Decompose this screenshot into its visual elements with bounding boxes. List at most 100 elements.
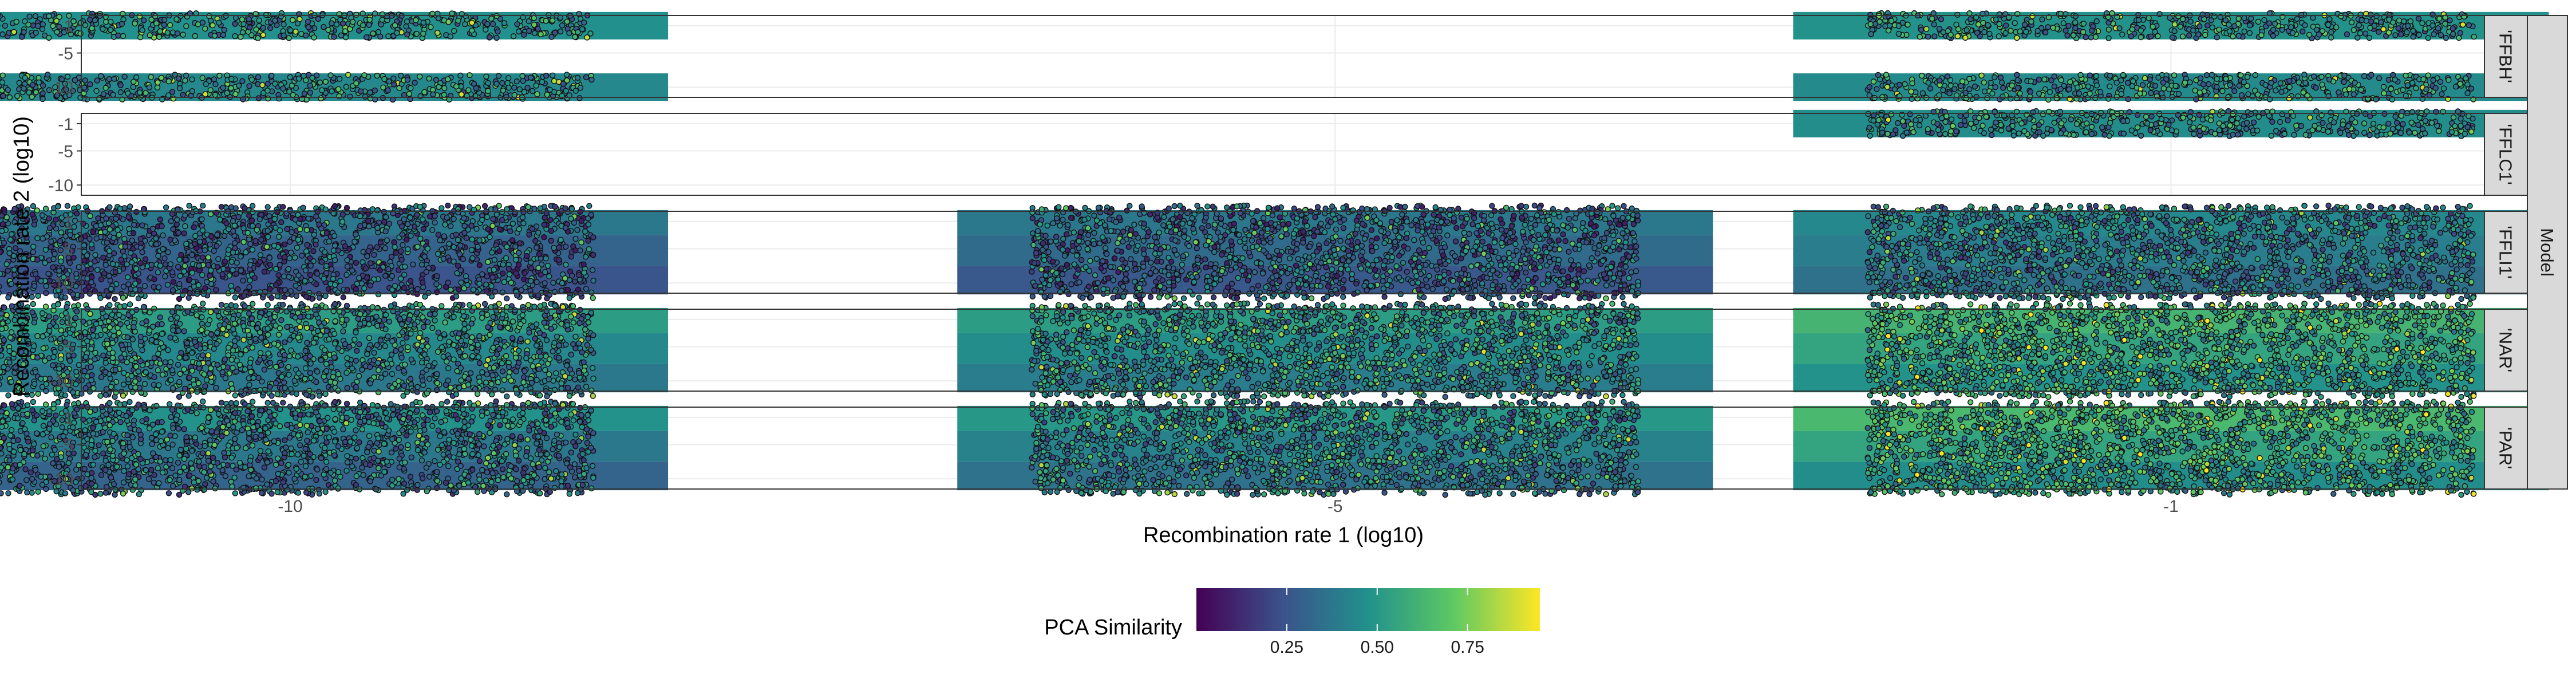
data-point xyxy=(490,223,495,228)
data-point xyxy=(1909,89,1914,94)
data-point xyxy=(452,29,457,34)
data-point xyxy=(78,31,83,36)
facet-panel: 'FFLC1' xyxy=(81,109,2549,195)
data-point xyxy=(303,33,309,38)
data-point xyxy=(513,257,519,262)
data-point xyxy=(2344,31,2349,37)
data-point xyxy=(2088,35,2093,40)
data-point xyxy=(500,290,505,295)
data-point xyxy=(2438,79,2443,84)
data-point xyxy=(250,77,255,82)
data-point xyxy=(197,239,203,245)
data-point xyxy=(2409,120,2414,125)
data-point xyxy=(314,73,319,78)
data-point xyxy=(2400,121,2405,127)
data-point xyxy=(1626,275,1631,281)
data-point xyxy=(2153,83,2158,88)
data-point xyxy=(43,247,48,253)
data-point xyxy=(559,288,564,293)
data-point xyxy=(420,262,425,267)
data-point xyxy=(2065,33,2070,38)
data-point xyxy=(171,279,176,285)
data-point xyxy=(2411,29,2416,34)
data-point xyxy=(156,285,161,290)
data-point xyxy=(366,218,371,223)
data-point xyxy=(2078,72,2083,77)
data-point xyxy=(447,241,452,246)
data-point xyxy=(240,78,245,84)
data-point xyxy=(393,250,398,255)
data-point xyxy=(2172,22,2178,27)
data-point xyxy=(372,88,377,93)
data-point xyxy=(512,210,517,215)
data-point xyxy=(33,30,38,36)
data-point xyxy=(442,85,447,90)
data-point xyxy=(461,286,467,291)
data-point xyxy=(282,287,287,293)
data-point xyxy=(2238,73,2243,78)
data-point xyxy=(2210,72,2215,77)
data-point xyxy=(500,218,505,223)
data-point xyxy=(1981,80,1986,85)
data-point xyxy=(240,278,246,283)
data-point xyxy=(35,257,40,262)
data-point xyxy=(2242,114,2247,119)
data-point xyxy=(578,16,583,21)
data-point xyxy=(1604,283,1609,288)
data-point xyxy=(0,32,5,37)
data-point xyxy=(2263,82,2268,88)
data-point xyxy=(311,232,317,238)
data-point xyxy=(2291,113,2296,119)
data-point xyxy=(187,277,192,282)
data-point xyxy=(368,96,373,101)
data-point xyxy=(524,254,530,259)
data-point xyxy=(183,223,188,228)
data-point xyxy=(1326,284,1331,289)
data-point xyxy=(250,203,255,208)
data-point xyxy=(441,92,447,97)
data-point xyxy=(2171,73,2176,78)
data-point xyxy=(2340,122,2345,127)
data-point xyxy=(1945,74,1950,79)
data-point xyxy=(1,240,6,246)
data-point xyxy=(536,265,541,270)
data-point xyxy=(2041,133,2046,139)
data-point xyxy=(306,25,311,30)
data-point xyxy=(200,203,206,208)
data-point xyxy=(563,276,568,281)
data-point xyxy=(2270,119,2275,124)
data-point xyxy=(155,80,160,85)
data-point xyxy=(2129,27,2135,32)
data-point xyxy=(140,223,145,228)
data-point xyxy=(363,94,368,99)
data-point xyxy=(420,280,425,285)
data-point xyxy=(392,82,397,87)
data-point xyxy=(126,282,131,287)
data-point xyxy=(2395,120,2400,125)
data-point xyxy=(341,295,346,300)
data-point xyxy=(159,224,164,229)
data-point xyxy=(239,17,244,22)
data-point xyxy=(415,286,420,291)
data-point xyxy=(2433,85,2438,90)
data-point xyxy=(539,80,544,85)
data-point xyxy=(0,80,5,85)
data-point xyxy=(168,237,173,242)
data-point xyxy=(2022,22,2028,27)
data-point xyxy=(2093,96,2098,101)
data-point xyxy=(2367,36,2372,41)
data-point xyxy=(213,92,218,97)
data-point xyxy=(2244,127,2249,132)
data-point xyxy=(2412,130,2417,135)
data-point xyxy=(2187,33,2192,38)
data-point xyxy=(502,21,507,26)
data-point xyxy=(375,226,380,231)
data-point xyxy=(528,75,534,80)
data-point xyxy=(2017,91,2022,96)
data-point xyxy=(1931,22,1937,27)
data-point xyxy=(2424,87,2429,92)
data-point xyxy=(1194,246,1199,251)
data-point xyxy=(57,268,62,273)
data-point xyxy=(2129,128,2134,133)
data-point xyxy=(2287,78,2292,84)
